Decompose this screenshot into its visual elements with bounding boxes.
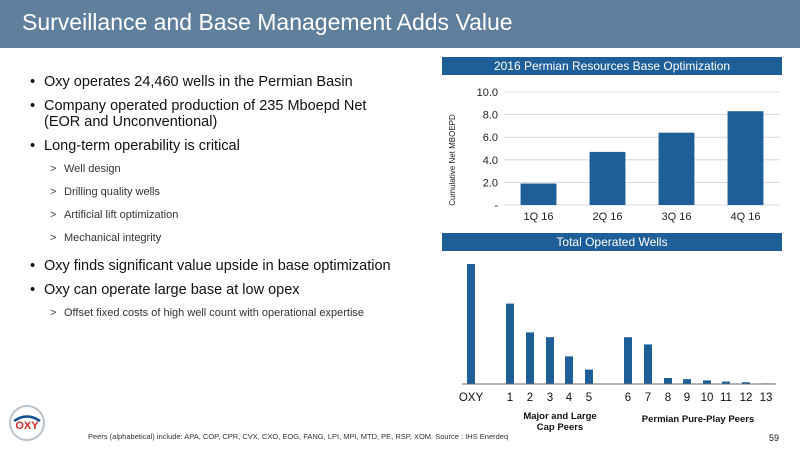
sub-bullet-offset-costs: Offset fixed costs of high well count wi… xyxy=(30,306,400,321)
chart1-y-tick: - xyxy=(494,200,498,212)
chart2-bars xyxy=(467,264,770,384)
chart1-title: 2016 Permian Resources Base Optimization xyxy=(442,57,782,75)
sub-bullet-mechanical: Mechanical integrity xyxy=(30,231,400,246)
chart2-x-tick: 6 xyxy=(625,392,631,404)
title-bar: Surveillance and Base Management Adds Va… xyxy=(0,0,800,48)
chart2-x-tick: 7 xyxy=(645,392,651,404)
sub-bullet-well-design: Well design xyxy=(30,162,400,177)
chart2-bar xyxy=(742,382,750,384)
chart2-x-tick: 11 xyxy=(720,392,732,404)
chart2-x-tick: 4 xyxy=(566,392,573,404)
bullet-operability: Long-term operability is critical xyxy=(30,138,400,154)
bullet-value-upside: Oxy finds significant value upside in ba… xyxy=(30,258,400,274)
chart1-bar xyxy=(520,183,557,205)
bullet-low-opex: Oxy can operate large base at low opex xyxy=(30,282,400,298)
chart2-bar xyxy=(644,344,652,384)
sub-bullet-drilling: Drilling quality wells xyxy=(30,185,400,200)
chart1-x-tick: 4Q 16 xyxy=(731,211,761,223)
chart2-bar xyxy=(683,379,691,384)
chart2-x-tick: 12 xyxy=(740,392,753,404)
page-number: 59 xyxy=(769,433,780,443)
chart2-bar xyxy=(703,380,711,384)
peer-group-label-majors: Major and Large Cap Peers xyxy=(523,411,596,433)
chart1-bar xyxy=(658,132,695,205)
bullet-wells: Oxy operates 24,460 wells in the Permian… xyxy=(30,74,400,90)
chart1-y-axis-label: Cumulative Net MBOEPD xyxy=(448,114,457,206)
chart1-x-tick: 1Q 16 xyxy=(524,211,554,223)
sub-bullet-artificial-lift: Artificial lift optimization xyxy=(30,208,400,223)
chart1-y-tick: 4.0 xyxy=(483,155,498,167)
chart2-x-tick: 9 xyxy=(684,392,690,404)
chart2-x-tick: 8 xyxy=(665,392,671,404)
chart2-bar xyxy=(526,332,534,384)
chart1-bars xyxy=(520,111,764,205)
chart1-y-ticks: - 2.0 4.0 6.0 8.0 10.0 xyxy=(477,87,499,212)
chart2-x-tick: 5 xyxy=(586,392,592,404)
footnote: Peers (alphabetical) include: APA, COP, … xyxy=(88,432,509,441)
operated-wells-chart: OXY 1 2 3 4 5 6 7 8 9 10 11 12 13 Major and Large Cap … xyxy=(459,264,776,433)
chart2-bar xyxy=(664,378,672,384)
chart2-x-tick: 2 xyxy=(527,392,533,404)
chart1-y-tick: 8.0 xyxy=(483,110,498,122)
chart2-x-tick: 3 xyxy=(547,392,553,404)
base-optimization-chart: Cumulative Net MBOEPD -2.04.06.08.010.0 … xyxy=(448,87,780,223)
oxy-logo: OXY xyxy=(9,405,45,441)
bullet-production: Company operated production of 235 Mboep… xyxy=(30,98,400,130)
chart2-bar xyxy=(624,337,632,384)
peer-group-label-pureplay: Permian Pure-Play Peers xyxy=(642,414,754,425)
chart1-x-ticks: 1Q 16 2Q 16 3Q 16 4Q 16 xyxy=(524,211,761,223)
slide-title: Surveillance and Base Management Adds Va… xyxy=(22,9,513,35)
chart2-x-ticks: OXY 1 2 3 4 5 6 7 8 9 10 11 12 13 xyxy=(459,392,773,404)
chart1-bar xyxy=(589,151,626,205)
chart2-x-tick: 1 xyxy=(507,392,513,404)
chart2-x-tick: OXY xyxy=(459,392,484,404)
logo-text: OXY xyxy=(15,420,39,432)
chart1-y-tick: 10.0 xyxy=(477,87,498,99)
chart2-title: Total Operated Wells xyxy=(442,233,782,251)
chart2-bar xyxy=(565,356,573,384)
chart1-bar xyxy=(727,111,764,205)
chart1-y-tick: 6.0 xyxy=(483,132,498,144)
chart2-bar xyxy=(546,337,554,384)
chart2-bar xyxy=(506,303,514,384)
chart2-x-tick: 13 xyxy=(760,392,773,404)
chart2-bar xyxy=(585,369,593,384)
bullet-list: Oxy operates 24,460 wells in the Permian… xyxy=(30,74,400,329)
chart2-bar xyxy=(467,264,475,384)
chart2-x-tick: 10 xyxy=(701,392,714,404)
chart1-y-tick: 2.0 xyxy=(483,177,498,189)
chart1-x-tick: 2Q 16 xyxy=(593,211,623,223)
chart2-bar xyxy=(722,381,730,384)
chart1-x-tick: 3Q 16 xyxy=(662,211,692,223)
